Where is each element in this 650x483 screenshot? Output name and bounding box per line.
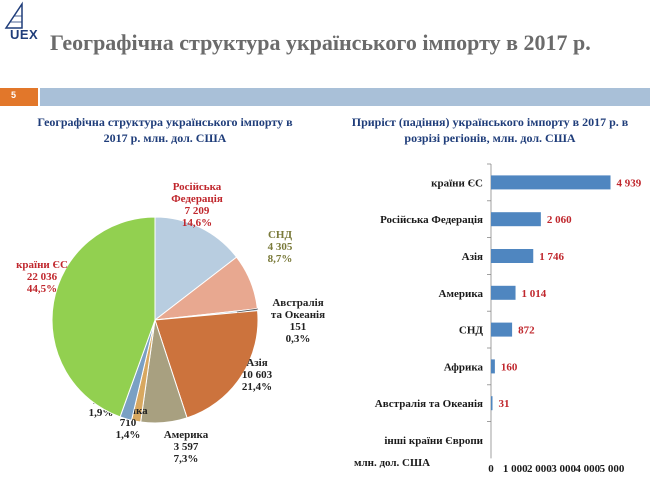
bar: [491, 285, 516, 300]
bar-x-tick-label: 3 000: [551, 463, 576, 475]
logo-text: UEX: [10, 27, 39, 42]
pie-slice-share: 8,7%: [268, 253, 293, 265]
pie-slice-value: 710: [120, 417, 137, 429]
bar-category-label: інші країни Європи: [384, 435, 483, 447]
pie-slice-share: 7,3%: [174, 453, 199, 465]
bar-value-label: 2 060: [547, 214, 572, 226]
pie-slice-share: 14,6%: [182, 217, 212, 229]
bar-category-label: країни ЄС: [431, 177, 483, 189]
pie-slice: [51, 216, 156, 418]
pie-slice-label: Федерація: [171, 193, 223, 205]
pie-slice-label: Америка: [164, 429, 209, 441]
logo-triangle-icon: [4, 1, 23, 29]
bar-value-label: 872: [518, 325, 535, 337]
bar: [491, 396, 493, 411]
pie-slice-label: СНД: [268, 229, 293, 241]
bar-x-axis-label: млн. дол. США: [354, 457, 430, 469]
bar-x-tick-label: 4 000: [575, 463, 600, 475]
pie-slice-share: 0,3%: [286, 333, 311, 345]
pie-slice-share: 1,4%: [116, 429, 141, 441]
bar-value-label: 1 746: [539, 251, 564, 263]
slide-number-badge: 5: [0, 88, 38, 106]
header-band: [40, 88, 650, 106]
logo: UEX: [2, 1, 46, 42]
bar-x-tick-label: 1 000: [503, 463, 528, 475]
pie-slice: [154, 216, 238, 322]
bar: [491, 249, 534, 263]
bar-value-label: 4 939: [617, 177, 642, 189]
pie-title-line1: Географічна структура українського імпор…: [37, 115, 293, 129]
bar-x-tick-label: 5 000: [600, 463, 625, 475]
bar-category-label: Російська Федерація: [380, 214, 483, 226]
bar-category-label: Австралія та Океанія: [375, 398, 483, 410]
pie-slice-value: 3 597: [174, 441, 199, 453]
pie-slice-share: 44,5%: [27, 283, 57, 295]
page-title: Географічна структура українського імпор…: [50, 30, 591, 55]
pie-slice-value: 4 305: [268, 241, 293, 253]
bar-title-line2: розрізі регіонів, млн. дол. США: [404, 131, 576, 145]
bar-category-label: СНД: [459, 325, 484, 337]
bar-title-line1: Приріст (падіння) українського імпорту в…: [351, 115, 629, 129]
pie-slice-value: 22 036: [27, 271, 58, 283]
bar-x-tick-label: 0: [488, 463, 494, 475]
pie-slice-label: та Океанія: [271, 309, 325, 321]
bar-value-label: 160: [501, 361, 518, 373]
pie-chart-title: Географічна структура українського імпор…: [20, 114, 310, 146]
slide-number: 5: [11, 90, 17, 100]
bar-value-label: 1 014: [522, 288, 547, 300]
pie-title-line2: 2017 р. млн. дол. США: [103, 131, 227, 145]
bar-value-label: 31: [499, 398, 510, 410]
pie-slice-value: 7 209: [185, 205, 210, 217]
pie-leader-line: [236, 308, 259, 313]
pie-slice-label: країни ЄС: [16, 259, 68, 271]
pie-slice-share: 21,4%: [242, 381, 272, 393]
bar-x-tick-label: 2 000: [527, 463, 552, 475]
bar-chart-title: Приріст (падіння) українського імпорту в…: [340, 114, 640, 146]
bar-category-label: Африка: [444, 361, 484, 373]
pie-slice-label: Російська: [173, 181, 222, 193]
pie-slice-label: Азія: [246, 357, 267, 369]
bar: [491, 359, 495, 374]
bar: [491, 322, 513, 337]
bar-category-label: Америка: [439, 288, 484, 300]
bar: [491, 212, 541, 227]
pie-slice-value: 151: [290, 321, 307, 333]
bar: [491, 175, 611, 190]
bar-category-label: Азія: [462, 251, 483, 263]
pie-slice: [154, 310, 259, 419]
pie-slice-label: Австралія: [272, 297, 323, 309]
pie-slice-value: 10 603: [242, 369, 273, 381]
